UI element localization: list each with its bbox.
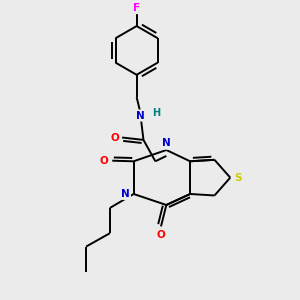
Text: O: O [110,133,119,142]
Text: N: N [162,139,171,148]
Text: O: O [100,156,109,166]
Text: N: N [162,139,171,148]
Text: F: F [133,3,140,13]
Text: O: O [157,230,165,240]
Text: N: N [121,189,130,199]
Text: N: N [121,189,130,199]
Text: S: S [235,172,242,183]
Text: O: O [157,230,165,240]
Text: H: H [152,108,160,118]
Text: N: N [136,110,145,121]
Text: N: N [136,110,145,121]
Text: H: H [152,108,160,118]
Text: O: O [110,133,119,142]
Text: S: S [235,172,242,183]
Text: N: N [162,139,171,148]
Text: F: F [133,3,140,13]
Text: O: O [100,156,109,166]
